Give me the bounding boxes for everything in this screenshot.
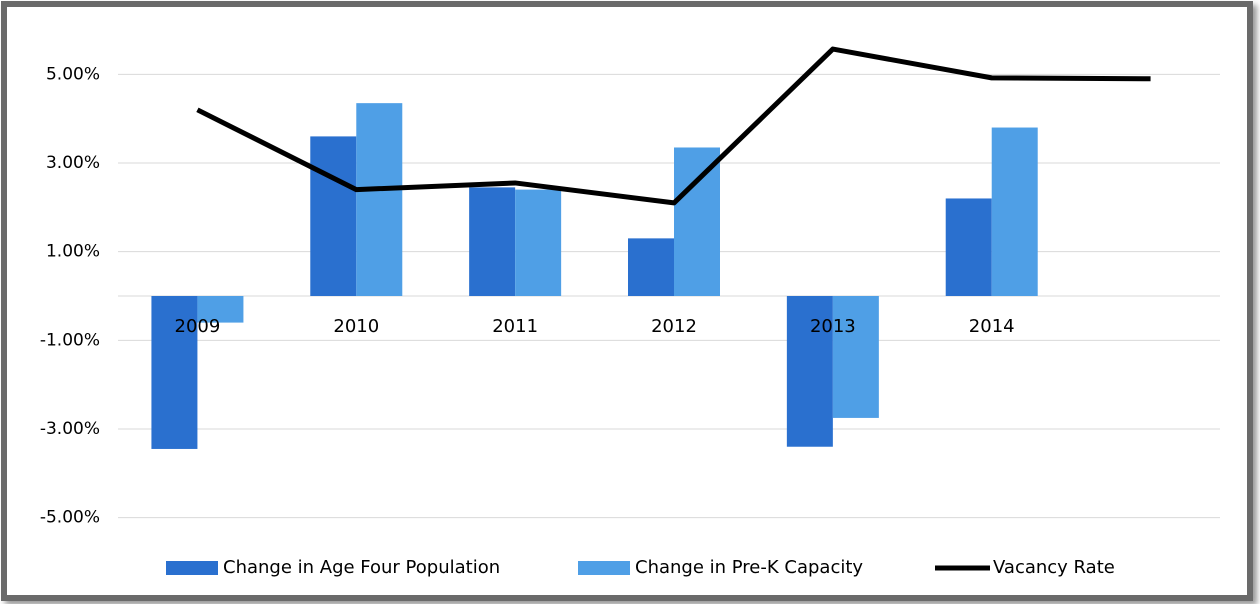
y-tick-label: 1.00%	[46, 242, 100, 262]
y-tick-label: -1.00%	[40, 330, 100, 350]
x-tick-label: 2009	[175, 316, 221, 337]
bar	[628, 238, 674, 296]
y-tick-label: -3.00%	[40, 419, 100, 439]
x-tick-label: 2014	[969, 316, 1015, 337]
bar	[786, 296, 833, 447]
bar	[945, 198, 992, 296]
legend-swatch	[166, 561, 218, 575]
bar	[832, 296, 879, 418]
bar	[991, 127, 1038, 297]
legend-swatch	[578, 561, 630, 575]
bar	[151, 296, 198, 449]
bar	[356, 103, 403, 297]
x-tick-label: 2011	[492, 316, 538, 337]
legend-label: Change in Pre-K Capacity	[635, 557, 863, 578]
x-tick-label: 2010	[333, 316, 379, 337]
x-tick-label: 2013	[810, 316, 856, 337]
y-tick-label: 5.00%	[46, 64, 100, 84]
x-tick-label: 2012	[651, 316, 697, 337]
bar	[515, 189, 562, 296]
bar	[197, 296, 244, 323]
line	[196, 46, 1151, 206]
bar	[674, 147, 720, 296]
bar	[469, 187, 516, 296]
legend-label: Change in Age Four Population	[223, 557, 500, 578]
y-tick-label: 3.00%	[46, 153, 100, 173]
legend-label: Vacancy Rate	[993, 557, 1115, 578]
y-tick-label: -5.00%	[40, 508, 100, 528]
bar	[310, 136, 357, 296]
